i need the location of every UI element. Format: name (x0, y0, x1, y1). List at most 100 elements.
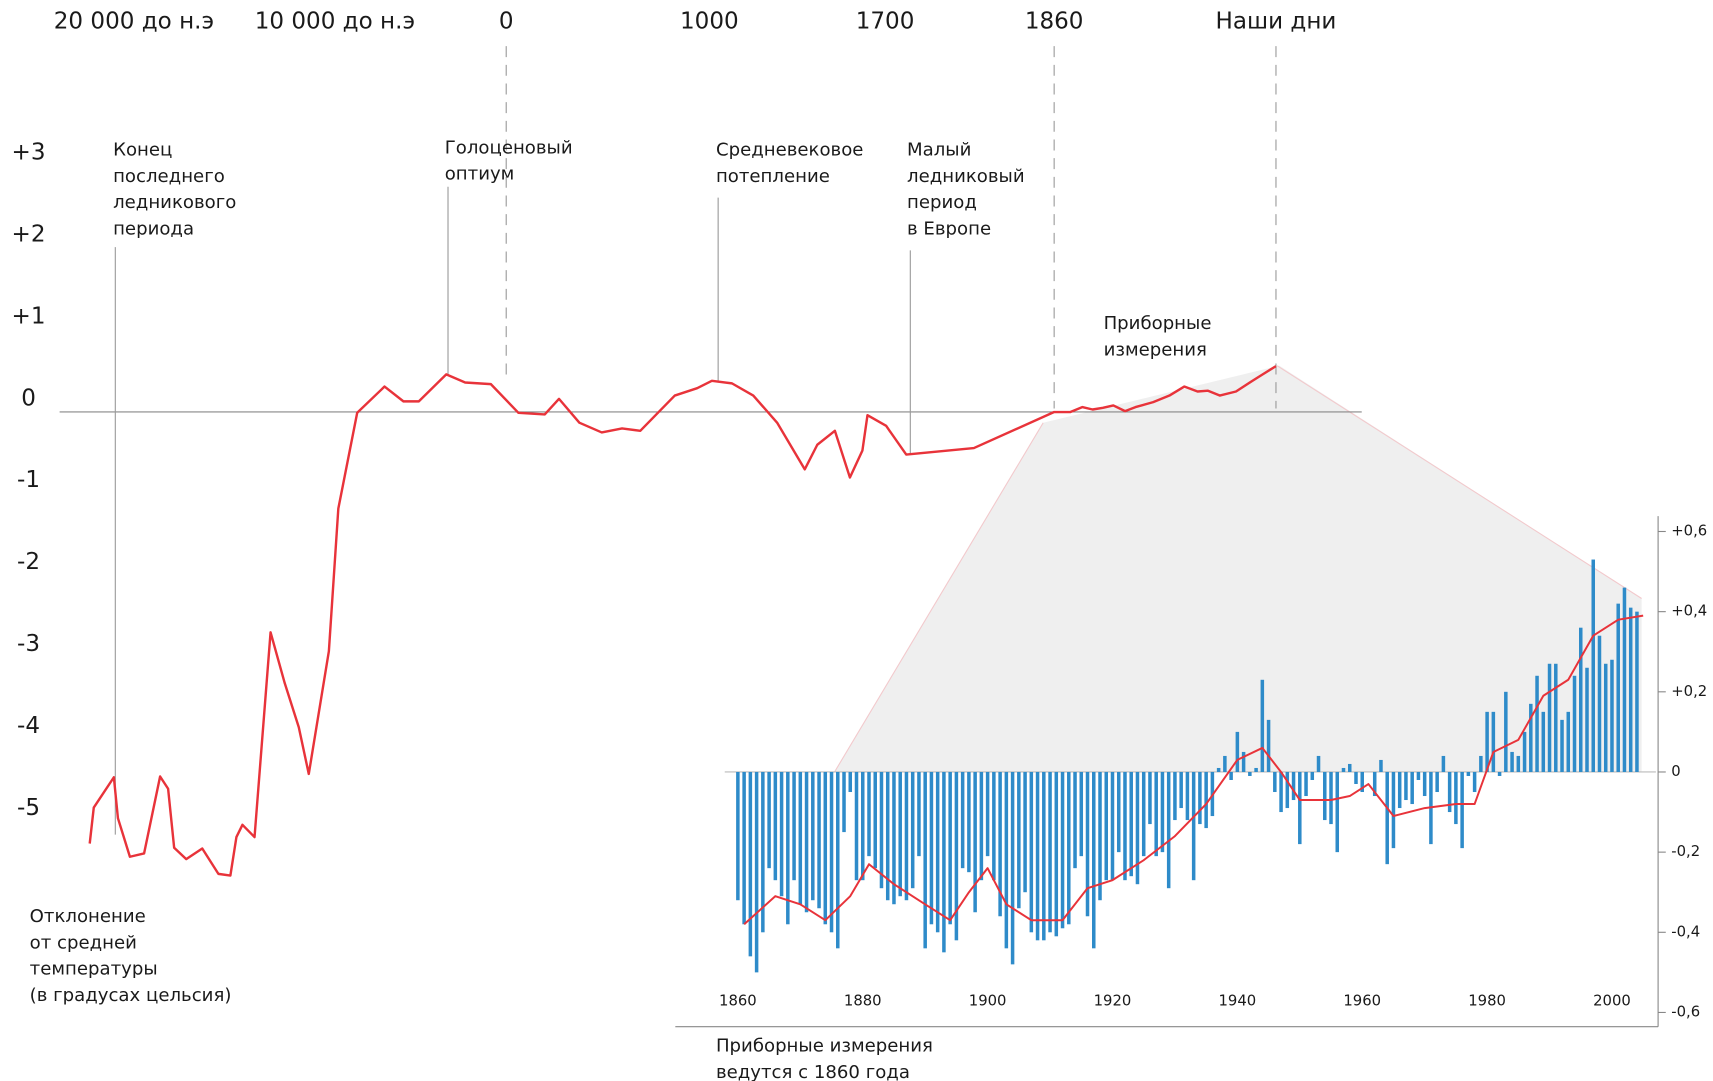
bar (786, 771, 790, 925)
bar (1229, 771, 1233, 780)
bar (1479, 755, 1483, 772)
bar (1560, 719, 1564, 772)
bar (960, 771, 965, 869)
bar (1123, 771, 1127, 881)
bar (1354, 771, 1358, 784)
bar (823, 771, 828, 925)
bar (1391, 771, 1396, 849)
bar (1079, 771, 1084, 857)
bar (779, 771, 784, 897)
bar (1522, 731, 1527, 772)
bar (1585, 667, 1589, 772)
bar (854, 771, 859, 881)
note: Приборные измерения (716, 1035, 933, 1056)
annotation: ледникового (113, 192, 236, 213)
bar (1098, 771, 1102, 901)
y-tick-label: 0 (1671, 763, 1680, 780)
x-tick-label: 1960 (1343, 992, 1381, 1009)
bar (1497, 771, 1502, 776)
bar (1235, 731, 1240, 772)
bar (1291, 771, 1296, 801)
timeline-label: 1860 (1025, 8, 1084, 34)
bar (1191, 771, 1196, 881)
annotation: Приборные (1104, 313, 1212, 334)
bar (1385, 771, 1389, 865)
bar (954, 771, 959, 941)
bar (917, 771, 921, 857)
bar (1379, 759, 1383, 772)
bar (1360, 771, 1364, 793)
bar (1010, 771, 1015, 965)
bar (1260, 679, 1265, 772)
bar (1004, 771, 1009, 949)
annotation: измерения (1104, 339, 1207, 360)
bar (1223, 755, 1227, 772)
bar (873, 771, 877, 869)
bar (1535, 675, 1539, 772)
annotation: Конец (113, 139, 172, 160)
bar (1092, 771, 1096, 949)
annotation: Малый (907, 139, 971, 160)
bar (1329, 771, 1333, 825)
bar (1135, 771, 1140, 885)
bar (998, 771, 1002, 917)
bar (860, 771, 865, 881)
bar (817, 771, 821, 909)
bar (898, 771, 902, 897)
bar (1603, 663, 1608, 772)
annotation: последнего (113, 166, 225, 187)
bar (848, 771, 853, 793)
y-tick-label: +0,2 (1671, 683, 1707, 700)
y-tick-label: -5 (17, 795, 40, 821)
bar (1023, 771, 1027, 893)
bar (1085, 771, 1090, 917)
bar (1054, 771, 1059, 937)
bar (736, 771, 740, 901)
bar (1285, 771, 1290, 809)
bar (1204, 771, 1208, 829)
bar (1547, 663, 1552, 772)
y-tick-label: -0,6 (1671, 1003, 1700, 1020)
bar (754, 771, 759, 973)
bar (1241, 751, 1246, 772)
axis-label: температуры (30, 959, 158, 980)
bar (1110, 771, 1115, 881)
bar (1266, 719, 1271, 772)
bar (1273, 771, 1277, 793)
axis-label: от средней (30, 932, 137, 953)
bar (935, 771, 940, 933)
annotation: в Европе (907, 219, 991, 240)
annotation: Средневековое (716, 139, 864, 160)
bar (992, 771, 996, 881)
x-tick-label: 2000 (1593, 992, 1631, 1009)
axis-label: (в градусах цельсия) (30, 985, 232, 1006)
bar (1298, 771, 1302, 845)
x-tick-label: 1860 (719, 992, 757, 1009)
bar (1491, 711, 1496, 772)
bar (1397, 771, 1402, 809)
bar (1029, 771, 1034, 933)
axis-label: Отклонение (30, 906, 146, 927)
y-tick-label: +0,4 (1671, 603, 1707, 620)
bar (942, 771, 946, 953)
bar (1435, 771, 1439, 793)
temperature-line (88, 365, 1277, 877)
bar (1160, 771, 1165, 853)
bar (1048, 771, 1052, 933)
bar (761, 771, 765, 933)
inset-chart: +0,6 +0,4 +0,2 0 -0,2 -0,4 -0,6 1860 1880 1900 192… (675, 516, 1707, 1081)
bar (1248, 771, 1252, 776)
bar (1616, 603, 1620, 772)
bar (885, 771, 890, 901)
bar (923, 771, 927, 949)
bar (804, 771, 809, 913)
zoom-edge (834, 422, 1044, 773)
bar (1422, 771, 1427, 797)
bar (973, 771, 977, 913)
bar (1572, 675, 1577, 772)
annotation: ледниковый (907, 166, 1025, 187)
bar (1179, 771, 1183, 809)
bar (910, 771, 915, 889)
x-tick-label: 1980 (1468, 992, 1506, 1009)
